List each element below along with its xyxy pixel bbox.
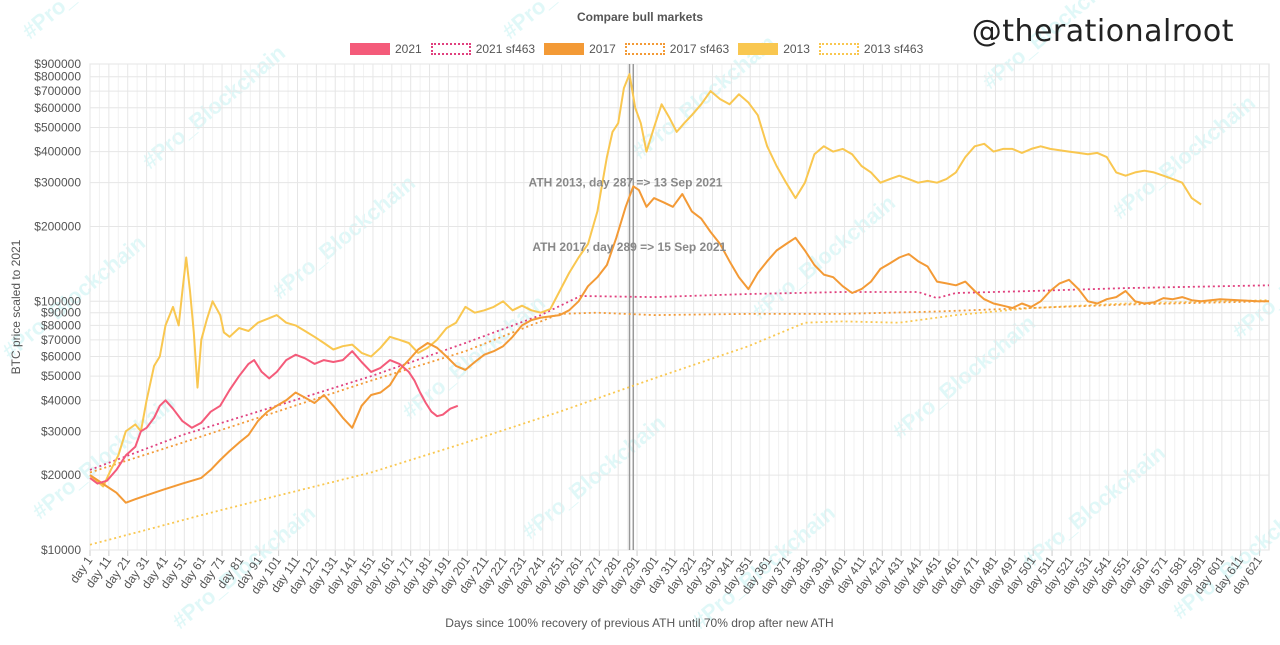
y-tick-label: $90000 [41, 306, 81, 320]
y-axis-label: BTC price scaled to 2021 [9, 239, 23, 374]
legend-label: 2021 [395, 42, 422, 56]
y-tick-label: $60000 [41, 349, 81, 363]
watermark-text: #Pro_Blockchain [1227, 210, 1280, 344]
y-tick-label: $400000 [34, 145, 81, 159]
x-axis-label: Days since 100% recovery of previous ATH… [445, 616, 833, 630]
legend-swatch [624, 43, 665, 55]
chart-legend: 2021 2021 sf463 2017 2017 sf463 2013 2013 sf4… [350, 41, 932, 57]
ath-annotation: ATH 2017, day 289 => 15 Sep 2021 [532, 240, 726, 254]
legend-label: 2013 [783, 42, 810, 56]
ath-annotation: ATH 2013, day 287 => 13 Sep 2021 [529, 176, 723, 190]
y-tick-label: $50000 [41, 369, 81, 383]
author-handle: @therationalroot [971, 14, 1234, 49]
y-tick-label: $20000 [41, 468, 81, 482]
legend-item[interactable]: 2013 sf463 [818, 42, 924, 56]
legend-label: 2021 sf463 [475, 42, 536, 56]
y-tick-label: $100000 [34, 294, 81, 308]
y-tick-label: $900000 [34, 57, 81, 71]
y-tick-label: $200000 [34, 219, 81, 233]
legend-label: 2013 sf463 [863, 42, 924, 56]
watermark-text: #Pro_Blockchain [887, 310, 1040, 444]
series-line-2017 [89, 185, 1269, 504]
legend-label: 2017 [589, 42, 616, 56]
y-tick-label: $80000 [41, 318, 81, 332]
legend-swatch [544, 43, 585, 55]
legend-item[interactable]: 2017 [544, 42, 616, 56]
y-tick-label: $40000 [41, 393, 81, 407]
legend-item[interactable]: 2017 sf463 [624, 42, 730, 56]
watermark-text: #Pro_Blockchain [267, 170, 420, 304]
legend-swatch [818, 43, 859, 55]
y-tick-label: $800000 [34, 70, 81, 84]
watermark-text: #Pro_Blockchain [1017, 440, 1170, 574]
chart-title: Compare bull markets [576, 10, 704, 24]
watermark-text: #Pro_Blockchain [1107, 90, 1260, 224]
y-tick-label: $600000 [34, 101, 81, 115]
legend-item[interactable]: 2021 sf463 [430, 42, 536, 56]
legend-swatch [738, 43, 779, 55]
series-line-2021-sf463 [89, 284, 1270, 471]
y-tick-label: $10000 [41, 543, 81, 557]
legend-swatch [350, 43, 390, 55]
legend-item[interactable]: 2013 [738, 42, 810, 56]
legend-item[interactable]: 2021 [350, 42, 422, 56]
legend-swatch [430, 43, 471, 55]
series-line-2021 [89, 350, 459, 485]
y-tick-label: $30000 [41, 424, 81, 438]
legend-label: 2017 sf463 [669, 42, 730, 56]
plot-area [89, 63, 1270, 551]
y-tick-label: $500000 [34, 120, 81, 134]
y-tick-label: $70000 [41, 333, 81, 347]
y-tick-label: $700000 [34, 84, 81, 98]
y-tick-label: $300000 [34, 176, 81, 190]
series-line-2017-sf463 [89, 300, 1270, 474]
watermark-text: #Pro_Blockchain [517, 410, 670, 544]
series-line-2013 [89, 73, 1202, 488]
watermark-text: #Pro_Blockchain [137, 40, 290, 174]
